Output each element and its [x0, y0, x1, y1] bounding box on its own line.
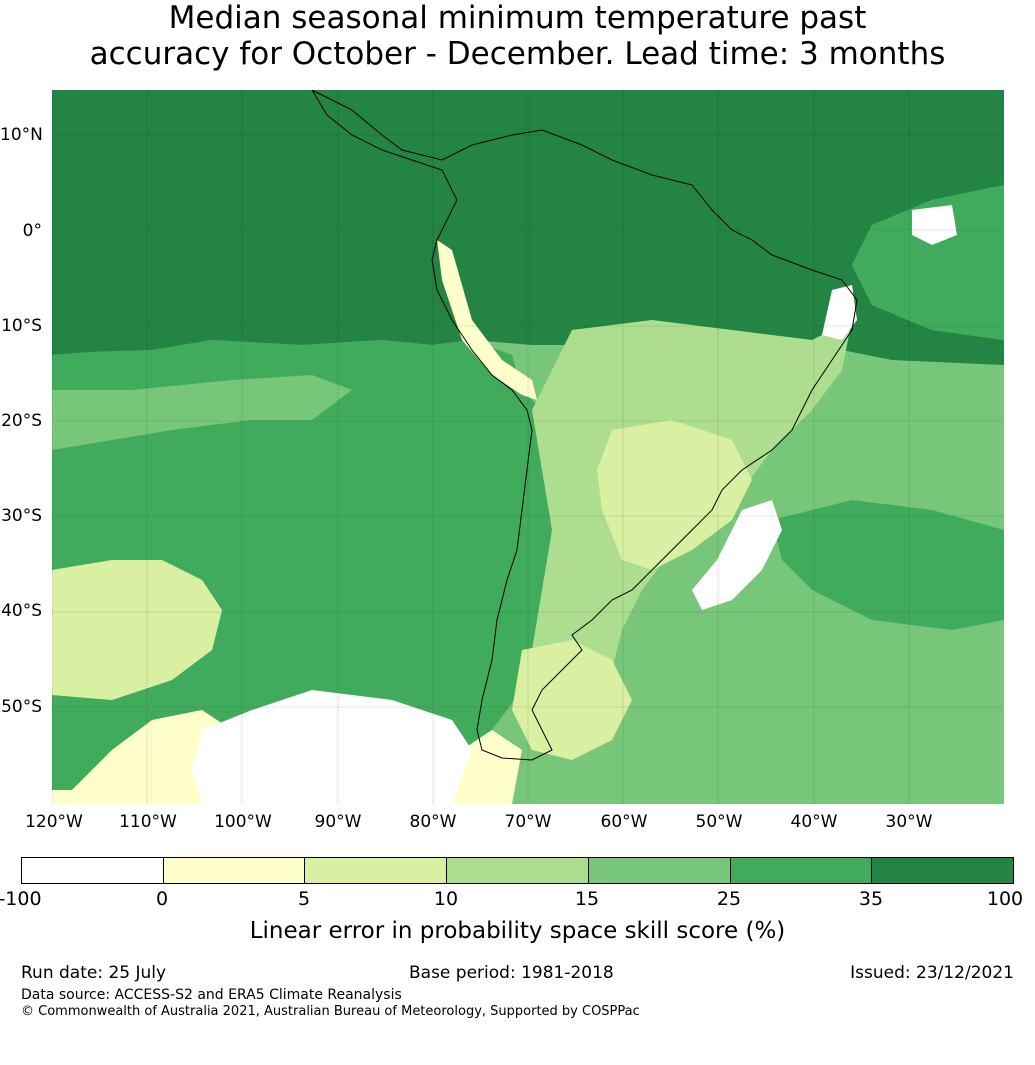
lon-label-110w: 110°W — [119, 812, 177, 832]
run-date: Run date: 25 July — [21, 963, 167, 983]
colorbar-segment-0-5 — [163, 858, 306, 883]
lon-label-40w: 40°W — [790, 812, 838, 832]
colorbar-tick-5: 5 — [297, 888, 311, 910]
issued-date: Issued: 23/12/2021 — [850, 963, 1014, 983]
lat-label-50s: 50°S — [1, 697, 42, 717]
colorbar-segment-5-10 — [305, 858, 448, 883]
skill-region-negative-atlantic — [912, 205, 957, 245]
skill-region-high-south-atlantic — [772, 500, 1004, 630]
colorbar-tick-25: 25 — [716, 888, 742, 910]
lat-label-20s: 20°S — [1, 411, 42, 431]
colorbar-tick-15: 15 — [574, 888, 600, 910]
skill-region-negative-south — [192, 690, 472, 804]
lon-label-90w: 90°W — [314, 812, 362, 832]
lon-label-80w: 80°W — [409, 812, 457, 832]
lat-label-10s: 10°S — [1, 316, 42, 336]
graticule — [52, 90, 1004, 804]
colorbar-segment-35-100 — [872, 858, 1014, 883]
lon-label-120w: 120°W — [25, 812, 83, 832]
lat-label-10n: 10°N — [0, 125, 43, 145]
lon-label-30w: 30°W — [885, 812, 933, 832]
skill-region-low-interior — [597, 420, 752, 570]
skill-score-map — [52, 90, 1004, 804]
lon-label-60w: 60°W — [600, 812, 648, 832]
colorbar — [21, 857, 1014, 884]
colorbar-tick-10: 10 — [433, 888, 459, 910]
lon-label-50w: 50°W — [695, 812, 743, 832]
skill-region-low-southeast-pacific — [52, 560, 222, 700]
lat-label-40s: 40°S — [1, 601, 42, 621]
colorbar-tick-0: 0 — [155, 888, 169, 910]
south-america-coastline — [311, 90, 858, 761]
lat-label-0: 0° — [22, 221, 42, 241]
map-title: Median seasonal minimum temperature past… — [0, 0, 1035, 72]
colorbar-segment-25-35 — [730, 858, 873, 883]
colorbar-segment-15-25 — [588, 858, 731, 883]
skill-region-negative-plata — [692, 500, 782, 610]
colorbar-label: Linear error in probability space skill … — [249, 918, 786, 944]
title-line-1: Median seasonal minimum temperature past — [168, 0, 867, 36]
lon-label-100w: 100°W — [214, 812, 272, 832]
colorbar-tick-35: 35 — [858, 888, 884, 910]
skill-region-negative-northeast — [822, 285, 857, 340]
lon-label-70w: 70°W — [504, 812, 552, 832]
base-period: Base period: 1981-2018 — [409, 963, 614, 983]
skill-region-high-brazil-coast — [852, 185, 1004, 340]
colorbar-tick-100: 100 — [986, 888, 1024, 910]
copyright: © Commonwealth of Australia 2021, Austra… — [21, 1004, 640, 1019]
data-source: Data source: ACCESS-S2 and ERA5 Climate … — [21, 987, 402, 1003]
skill-region-high-equatorial — [52, 340, 582, 790]
lat-label-30s: 30°S — [1, 506, 42, 526]
colorbar-segment-negative — [22, 858, 164, 883]
colorbar-tick-minus100: -100 — [0, 888, 42, 910]
skill-region-very-high-north — [52, 90, 1004, 365]
title-line-2: accuracy for October - December. Lead ti… — [89, 36, 946, 72]
colorbar-segment-10-15 — [447, 858, 589, 883]
